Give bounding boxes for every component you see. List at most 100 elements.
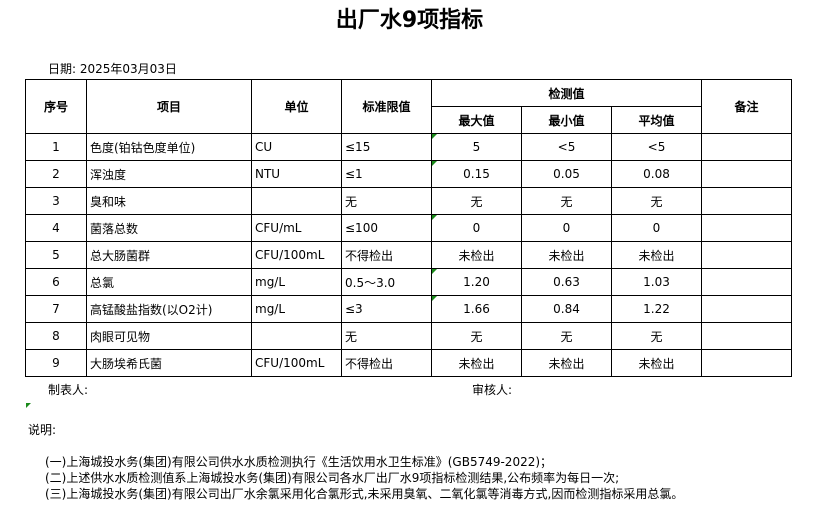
cell-min: 未检出 <box>521 349 612 377</box>
cell-min: 0.63 <box>521 268 612 296</box>
table-row: 3 臭和味无无无无 <box>25 187 792 215</box>
cell-limit: ≤1 <box>341 160 432 188</box>
notes-title: 说明: <box>28 423 57 437</box>
cell-max: 0 <box>431 214 522 242</box>
cell-remark <box>701 349 792 377</box>
cell-remark <box>701 133 792 161</box>
header-avg: 平均值 <box>611 106 702 134</box>
cell-item: 大肠埃希氏菌 <box>86 349 252 377</box>
cell-min: 0 <box>521 214 612 242</box>
header-min: 最小值 <box>521 106 612 134</box>
cell-max: 5 <box>431 133 522 161</box>
cell-max: 无 <box>431 187 522 215</box>
cell-item: 高锰酸盐指数(以O2计) <box>86 295 252 323</box>
cell-unit: mg/L <box>251 268 342 296</box>
cell-no: 6 <box>25 268 87 296</box>
cell-max: 1.66 <box>431 295 522 323</box>
cell-unit: mg/L <box>251 295 342 323</box>
table-row: 6 总氯 mg/L 0.5～3.0 1.20 0.63 1.03 <box>25 268 792 296</box>
cell-avg: 未检出 <box>611 241 702 269</box>
cell-item: 总氯 <box>86 268 252 296</box>
cell-avg: 未检出 <box>611 349 702 377</box>
cell-no: 9 <box>25 349 87 377</box>
cell-max: 未检出 <box>431 349 522 377</box>
cell-no: 5 <box>25 241 87 269</box>
cell-remark <box>701 187 792 215</box>
cell-avg: 0 <box>611 214 702 242</box>
cell-no: 1 <box>25 133 87 161</box>
header-max: 最大值 <box>431 106 522 134</box>
cell-remark <box>701 214 792 242</box>
cell-remark <box>701 322 792 350</box>
report-date: 日期: 2025年03月03日 <box>48 62 177 76</box>
cell-no: 8 <box>25 322 87 350</box>
cell-max: 未检出 <box>431 241 522 269</box>
cell-limit: ≤100 <box>341 214 432 242</box>
maker-label: 制表人: <box>48 383 89 397</box>
cell-item: 肉眼可见物 <box>86 322 252 350</box>
cell-min: <5 <box>521 133 612 161</box>
cell-avg: 无 <box>611 187 702 215</box>
cell-unit: NTU <box>251 160 342 188</box>
cell-item: 浑浊度 <box>86 160 252 188</box>
cell-max: 无 <box>431 322 522 350</box>
cell-min: 0.84 <box>521 295 612 323</box>
cell-limit: 不得检出 <box>341 241 432 269</box>
table-row: 9 大肠埃希氏菌 CFU/100mL 不得检出 未检出 未检出 未检出 <box>25 349 792 377</box>
header-remark: 备注 <box>701 79 792 134</box>
cell-limit: 不得检出 <box>341 349 432 377</box>
cell-no: 7 <box>25 295 87 323</box>
cell-no: 3 <box>25 187 87 215</box>
cell-unit: CU <box>251 133 342 161</box>
table-row: 7 高锰酸盐指数(以O2计) mg/L ≤3 1.66 0.84 1.22 <box>25 295 792 323</box>
cell-remark <box>701 241 792 269</box>
cell-avg: 无 <box>611 322 702 350</box>
reviewer-label: 审核人: <box>472 383 513 397</box>
cell-avg: 1.03 <box>611 268 702 296</box>
cell-item: 菌落总数 <box>86 214 252 242</box>
cell-limit: 0.5～3.0 <box>341 268 432 296</box>
header-unit: 单位 <box>251 79 342 134</box>
cell-min: 无 <box>521 322 612 350</box>
table-row: 2 浑浊度 NTU ≤1 0.15 0.05 0.08 <box>25 160 792 188</box>
cell-remark <box>701 295 792 323</box>
cell-limit: 无 <box>341 187 432 215</box>
cell-unit <box>251 322 342 350</box>
cell-avg: <5 <box>611 133 702 161</box>
table-row: 1 色度(铂钴色度单位) CU ≤15 5 <5 <5 <box>25 133 792 161</box>
cell-min: 0.05 <box>521 160 612 188</box>
cell-remark <box>701 160 792 188</box>
table-row: 8 肉眼可见物无无无无 <box>25 322 792 350</box>
cell-min: 未检出 <box>521 241 612 269</box>
table-row: 5 总大肠菌群 CFU/100mL 不得检出 未检出 未检出 未检出 <box>25 241 792 269</box>
note-3: (三)上海城投水务(集团)有限公司出厂水余氯采用化合氯形式,未采用臭氧、二氧化氯… <box>45 487 684 501</box>
header-no: 序号 <box>25 79 87 134</box>
cell-unit <box>251 187 342 215</box>
cell-max: 1.20 <box>431 268 522 296</box>
cell-limit: ≤3 <box>341 295 432 323</box>
cell-limit: ≤15 <box>341 133 432 161</box>
header-limit: 标准限值 <box>341 79 432 134</box>
cell-no: 2 <box>25 160 87 188</box>
cell-unit: CFU/100mL <box>251 349 342 377</box>
header-item: 项目 <box>86 79 252 134</box>
table-row: 4 菌落总数 CFU/mL ≤100 0 0 0 <box>25 214 792 242</box>
cell-avg: 1.22 <box>611 295 702 323</box>
cell-limit: 无 <box>341 322 432 350</box>
note-1: (一)上海城投水务(集团)有限公司供水水质检测执行《生活饮用水卫生标准》(GB5… <box>45 455 553 469</box>
cell-min: 无 <box>521 187 612 215</box>
cell-no: 4 <box>25 214 87 242</box>
cell-max: 0.15 <box>431 160 522 188</box>
water-quality-table: 序号 项目 单位 标准限值 检测值 备注 最大值 最小值 平均值 1 色度(铂钴色… <box>25 79 792 377</box>
note-2: (二)上述供水水质检测值系上海城投水务(集团)有限公司各水厂出厂水9项指标检测结… <box>45 471 620 485</box>
cell-unit: CFU/mL <box>251 214 342 242</box>
cell-item: 色度(铂钴色度单位) <box>86 133 252 161</box>
cell-unit: CFU/100mL <box>251 241 342 269</box>
cell-marker <box>26 403 31 408</box>
cell-avg: 0.08 <box>611 160 702 188</box>
page-title: 出厂水9项指标 <box>335 8 484 33</box>
cell-remark <box>701 268 792 296</box>
cell-item: 总大肠菌群 <box>86 241 252 269</box>
cell-item: 臭和味 <box>86 187 252 215</box>
header-test: 检测值 <box>431 79 702 107</box>
